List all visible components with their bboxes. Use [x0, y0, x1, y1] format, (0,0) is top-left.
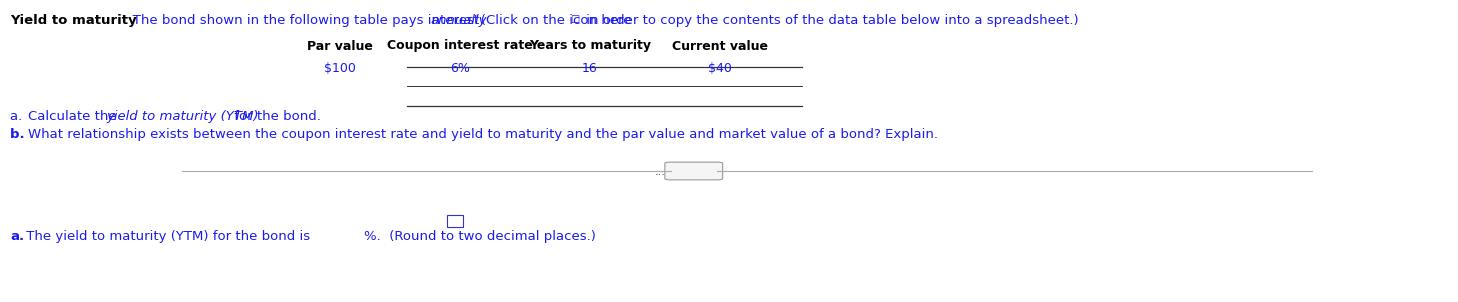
- Text: What relationship exists between the coupon interest rate and yield to maturity : What relationship exists between the cou…: [28, 128, 937, 141]
- Text: Yield to maturity: Yield to maturity: [10, 14, 137, 27]
- Text: ···: ···: [655, 170, 665, 180]
- FancyBboxPatch shape: [665, 162, 723, 180]
- Text: Calculate the: Calculate the: [28, 110, 121, 123]
- Text: b.: b.: [10, 128, 29, 141]
- Text: The yield to maturity (YTM) for the bond is: The yield to maturity (YTM) for the bond…: [22, 230, 315, 243]
- Text: □: □: [570, 14, 579, 24]
- Text: for the bond.: for the bond.: [230, 110, 321, 123]
- Text: 6%: 6%: [451, 62, 469, 75]
- Text: Coupon interest rate: Coupon interest rate: [388, 40, 532, 53]
- Text: $100: $100: [324, 62, 356, 75]
- Text: 16: 16: [582, 62, 598, 75]
- Text: .   (Click on the icon here: . (Click on the icon here: [464, 14, 631, 27]
- Text: annually: annually: [430, 14, 487, 27]
- Text: a.: a.: [10, 110, 26, 123]
- Text: in order to copy the contents of the data table below into a spreadsheet.): in order to copy the contents of the dat…: [582, 14, 1079, 27]
- Text: a.: a.: [10, 230, 25, 243]
- Text: yield to maturity (YTM): yield to maturity (YTM): [106, 110, 258, 123]
- Text: The bond shown in the following table pays interest: The bond shown in the following table pa…: [120, 14, 484, 27]
- FancyBboxPatch shape: [448, 215, 462, 227]
- Text: Years to maturity: Years to maturity: [529, 40, 652, 53]
- Text: $40: $40: [709, 62, 732, 75]
- Text: %.  (Round to two decimal places.): %. (Round to two decimal places.): [364, 230, 596, 243]
- Text: Current value: Current value: [672, 40, 768, 53]
- Text: Par value: Par value: [308, 40, 373, 53]
